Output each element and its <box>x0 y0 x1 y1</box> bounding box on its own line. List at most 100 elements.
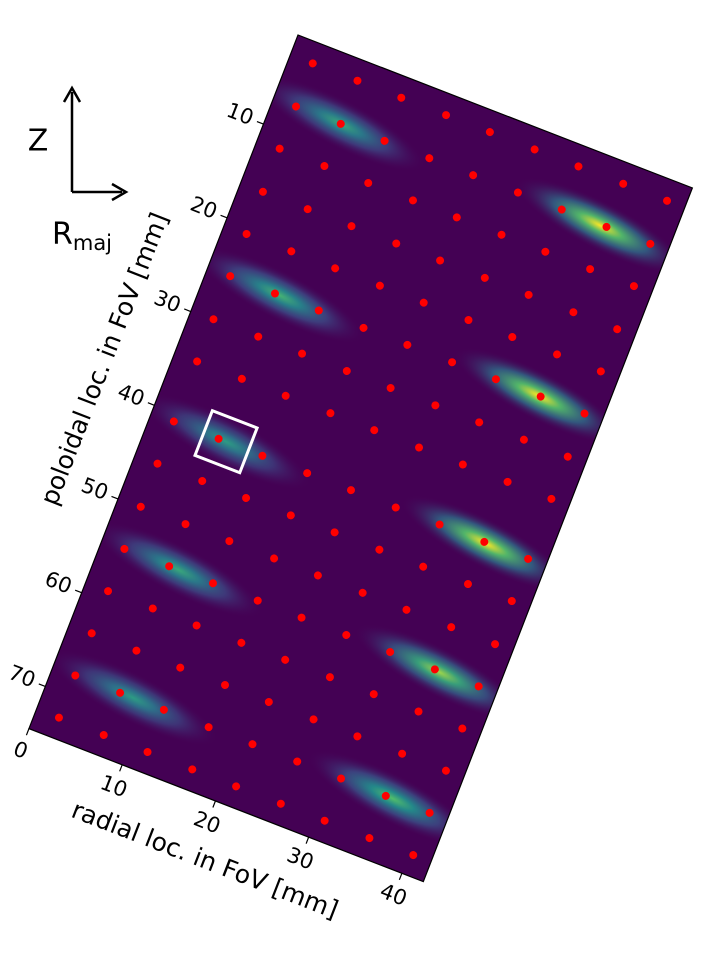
probe-dot <box>330 528 339 537</box>
y-tick <box>111 495 119 500</box>
probe-dot <box>447 623 456 632</box>
x-tick-label: 30 <box>284 843 318 875</box>
probe-dot <box>403 340 412 349</box>
probe-dot <box>435 520 444 529</box>
probe-dot <box>370 426 379 435</box>
probe-dot <box>346 486 355 495</box>
probe-dot <box>258 187 267 196</box>
probe-dot <box>380 136 389 145</box>
probe-dot <box>524 554 533 563</box>
probe-dot <box>297 613 306 622</box>
probe-dot <box>569 308 578 317</box>
probe-dot <box>414 707 423 716</box>
probe-dot <box>242 229 251 238</box>
probe-dot <box>292 102 301 111</box>
probe-dot <box>286 511 295 520</box>
probe-dot <box>425 154 434 163</box>
probe-dot <box>325 673 334 682</box>
x-tick <box>305 836 310 844</box>
probe-dot <box>309 715 318 724</box>
probe-dot <box>458 460 467 469</box>
hotspot <box>353 623 525 721</box>
x-tick <box>25 728 30 736</box>
probe-dot <box>436 256 445 265</box>
probe-dot <box>386 647 395 656</box>
probe-dot <box>580 409 589 418</box>
probe-dot <box>298 349 307 358</box>
x-tick <box>119 764 123 772</box>
hotspot <box>93 521 264 619</box>
probe-dot <box>463 580 472 589</box>
probe-dot <box>342 366 351 375</box>
probe-dot <box>475 418 484 427</box>
probe-dot <box>120 544 129 553</box>
probe-dot <box>270 554 279 563</box>
probe-dot <box>513 188 522 197</box>
probe-dot <box>193 357 202 366</box>
probe-dot <box>281 655 290 664</box>
probe-dot <box>553 350 562 359</box>
probe-dot <box>408 196 417 205</box>
probe-dot <box>313 571 322 580</box>
y-tick <box>74 589 82 594</box>
probe-dot <box>397 93 406 102</box>
probe-dot <box>381 791 390 800</box>
probe-dot <box>337 774 346 783</box>
probe-dot <box>613 325 622 334</box>
probe-dot <box>602 222 611 231</box>
probe-dot <box>181 520 190 529</box>
y-tick-label: 50 <box>78 473 112 505</box>
probe-dot <box>503 477 512 486</box>
probe-dot <box>358 588 367 597</box>
probe-dot <box>136 502 145 511</box>
probe-dot <box>409 851 418 860</box>
probe-dot <box>353 732 362 741</box>
compass-arrowhead-r <box>111 182 129 202</box>
hotspot <box>140 393 312 491</box>
probe-dot <box>159 705 168 714</box>
probe-dot <box>153 459 162 468</box>
probe-dot <box>326 409 335 418</box>
probe-dot <box>398 749 407 758</box>
probe-dot <box>54 713 63 722</box>
probe-dot <box>342 630 351 639</box>
plot-frame <box>28 34 694 883</box>
probe-dot <box>237 374 246 383</box>
probe-dot <box>375 281 384 290</box>
probe-dot <box>270 289 279 298</box>
y-tick-label: 60 <box>42 567 76 599</box>
probe-dot <box>176 663 185 672</box>
compass-r-sub: maj <box>73 231 112 255</box>
probe-dot <box>116 688 125 697</box>
compass-r-label: Rmaj <box>52 217 112 256</box>
probe-dot <box>331 264 340 273</box>
probe-dot <box>204 723 213 732</box>
compass-arrowhead-z <box>62 85 82 103</box>
compass-r-main: R <box>52 217 73 252</box>
probe-dot <box>99 731 108 740</box>
probe-dot <box>214 434 223 443</box>
probe-dot <box>497 230 506 239</box>
probe-dot <box>169 417 178 426</box>
probe-dot <box>448 358 457 367</box>
probe-dot <box>143 747 152 756</box>
probe-dot <box>415 443 424 452</box>
probe-dot <box>254 332 263 341</box>
y-tick <box>147 402 155 406</box>
probe-dot <box>192 621 201 630</box>
probe-dot <box>425 808 434 817</box>
probe-dot <box>386 383 395 392</box>
probe-dot <box>359 323 368 332</box>
probe-dot <box>392 239 401 248</box>
probe-dot <box>276 799 285 808</box>
probe-dot <box>458 724 467 733</box>
probe-dot <box>480 537 489 546</box>
probe-dot <box>491 375 500 384</box>
probe-dot <box>242 493 251 502</box>
probe-dot <box>391 503 400 512</box>
probe-dot <box>87 629 96 638</box>
heatmap-background <box>28 35 693 882</box>
probe-dot <box>469 171 478 180</box>
probe-dot <box>275 144 284 153</box>
